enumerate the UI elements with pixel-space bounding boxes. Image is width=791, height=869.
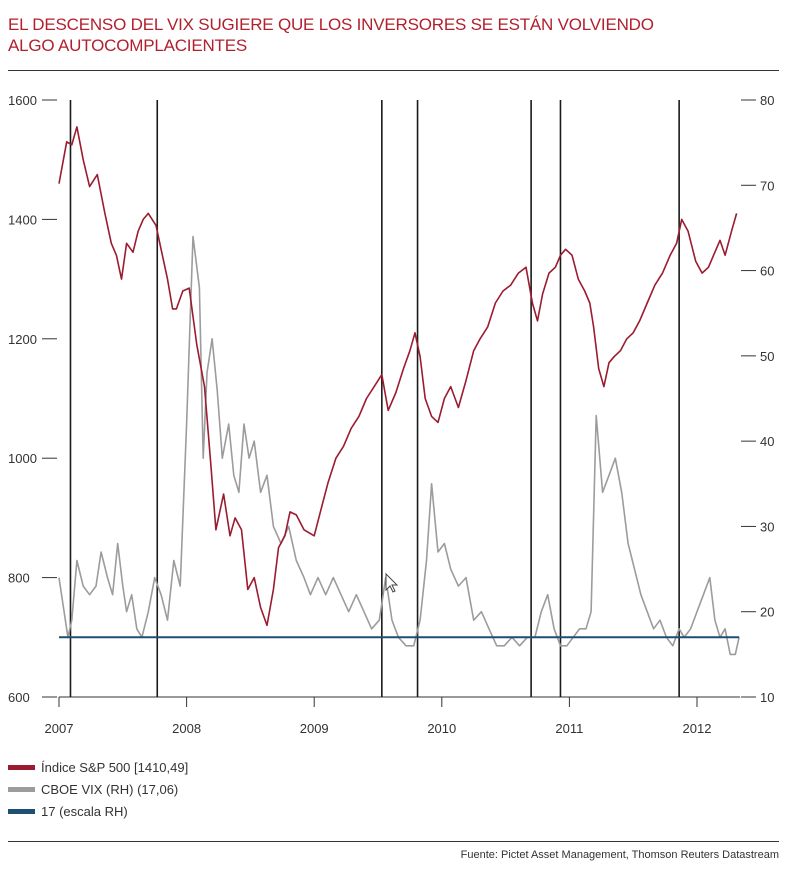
chart-title-line1: EL DESCENSO DEL VIX SUGIERE QUE LOS INVE… <box>8 15 654 34</box>
right-tick-label-30: 30 <box>760 519 774 534</box>
right-tick-label-80: 80 <box>760 93 774 108</box>
legend-label-17: 17 (escala RH) <box>41 803 128 819</box>
x-tick-label-2010: 2010 <box>427 721 456 736</box>
right-tick-label-10: 10 <box>760 690 774 705</box>
vertical-markers-layer <box>69 100 680 697</box>
series-layer <box>58 126 740 656</box>
legend-item-17: 17 (escala RH) <box>8 800 188 822</box>
x-tick-label-2007: 2007 <box>45 721 74 736</box>
left-tick-label-1600: 1600 <box>8 93 37 108</box>
legend-swatch-sp500 <box>8 764 35 770</box>
right-tick-label-50: 50 <box>760 349 774 364</box>
legend-label-vix: CBOE VIX (RH) (17,06) <box>41 781 179 797</box>
x-tick-label-2012: 2012 <box>683 721 712 736</box>
legend: Índice S&P 500 [1410,49] CBOE VIX (RH) (… <box>8 756 188 822</box>
source-note: Fuente: Pictet Asset Management, Thomson… <box>460 849 779 861</box>
footer-divider <box>8 841 779 842</box>
right-tick-label-20: 20 <box>760 605 774 620</box>
chart-title-line2: ALGO AUTOCOMPLACIENTES <box>8 36 248 55</box>
left-tick-label-800: 800 <box>8 571 30 586</box>
mouse-cursor <box>385 572 399 593</box>
sp500-line <box>58 126 738 627</box>
chart-title: EL DESCENSO DEL VIX SUGIERE QUE LOS INVE… <box>8 14 768 56</box>
legend-label-sp500: Índice S&P 500 [1410,49] <box>41 759 189 775</box>
axes-layer: 600 800 1000 1200 1400 1600 10 20 30 40 50 60 70 80 20… <box>8 93 774 736</box>
left-tick-label-1400: 1400 <box>8 212 37 227</box>
legend-item-sp500: Índice S&P 500 [1410,49] <box>8 756 188 778</box>
right-tick-label-40: 40 <box>760 434 774 449</box>
x-tick-label-2008: 2008 <box>172 721 201 736</box>
legend-swatch-vix <box>8 786 35 792</box>
x-tick-label-2011: 2011 <box>555 721 583 736</box>
left-tick-label-1200: 1200 <box>8 332 37 347</box>
vix-line <box>58 235 740 656</box>
legend-item-vix: CBOE VIX (RH) (17,06) <box>8 778 188 800</box>
right-tick-label-70: 70 <box>760 178 774 193</box>
right-tick-label-60: 60 <box>760 264 774 279</box>
left-tick-label-600: 600 <box>8 690 30 705</box>
title-divider <box>8 70 779 71</box>
left-tick-label-1000: 1000 <box>8 451 37 466</box>
legend-swatch-17 <box>8 808 35 814</box>
x-tick-label-2009: 2009 <box>300 721 329 736</box>
